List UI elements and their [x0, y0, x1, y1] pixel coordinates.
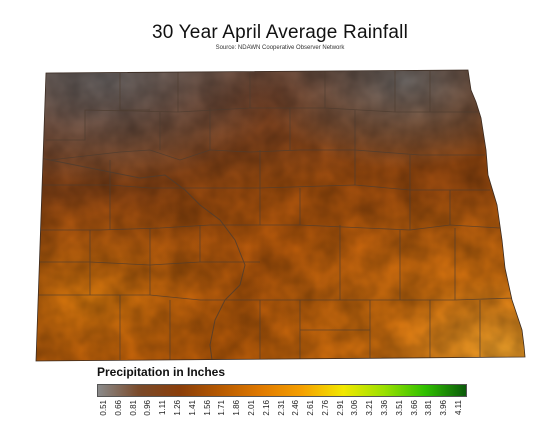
legend-tick-label: 0.96: [143, 400, 153, 416]
legend-tick-label: 3.81: [424, 400, 434, 416]
legend-tick-label: 3.96: [439, 400, 449, 416]
legend-tick-label: 2.91: [335, 400, 345, 416]
legend-tick-label: 0.51: [99, 400, 108, 416]
legend-tick-label: 1.86: [232, 400, 242, 416]
legend-tick-label: 0.81: [128, 400, 138, 416]
legend-tick-label: 2.61: [306, 400, 316, 416]
county-boundaries: [37, 71, 516, 361]
legend-tick-label: 0.66: [113, 400, 123, 416]
legend-color-bar: [97, 384, 467, 397]
legend-tick-label: 3.06: [350, 400, 360, 416]
rainfall-surface: [36, 70, 525, 361]
legend-tick-label: 2.16: [261, 400, 271, 416]
legend-tick-label: 1.71: [217, 400, 227, 416]
legend-tick-label: 3.66: [409, 400, 419, 416]
legend-tick-label: 1.11: [158, 400, 168, 415]
legend-tick-label: 2.31: [276, 400, 286, 416]
legend-tick-label: 2.76: [320, 400, 330, 416]
legend-tick-label: 1.26: [172, 400, 182, 416]
legend-tick-label: 1.41: [187, 400, 197, 416]
legend-tick-label: 3.51: [394, 400, 404, 416]
legend-tick-label: 3.36: [380, 400, 390, 416]
legend-tick-label: 1.56: [202, 400, 212, 416]
legend-tick-label: 2.46: [291, 400, 301, 416]
map-title: 30 Year April Average Rainfall: [152, 22, 408, 43]
legend-tick-label: 3.21: [365, 400, 375, 416]
legend-tick-label: 2.01: [246, 400, 256, 416]
legend-title: Precipitation in Inches: [97, 365, 226, 379]
state-outline: [35, 69, 526, 362]
map-subtitle: Source: NDAWN Cooperative Observer Netwo…: [215, 45, 345, 51]
legend-tick-label: 4.11: [454, 400, 463, 415]
